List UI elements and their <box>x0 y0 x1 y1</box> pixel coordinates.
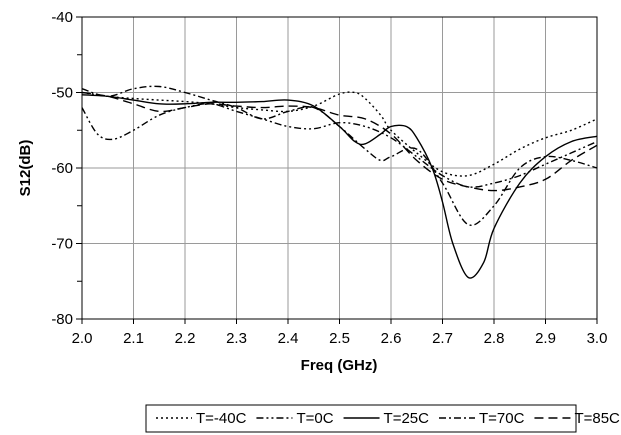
y-axis-title: S12(dB) <box>17 140 34 197</box>
legend: T=-40C T=0C T=25C T=70C T=85C <box>145 404 620 433</box>
y-tick-labels: -40 -50 -60 -70 -80 <box>51 9 73 328</box>
x-tick-label: 2.1 <box>123 330 144 347</box>
legend-label: T=-40C <box>196 410 247 427</box>
x-tick-label: 2.7 <box>432 330 453 347</box>
x-tick-label: 2.8 <box>484 330 505 347</box>
legend-label: T=0C <box>296 410 333 427</box>
series-line-t40c <box>81 91 598 177</box>
x-tick-label: 2.2 <box>175 330 196 347</box>
x-tick-label: 2.0 <box>72 330 93 347</box>
legend-label: T=25C <box>384 410 430 427</box>
y-tick-label: -40 <box>51 9 73 26</box>
series-line-t70c <box>81 85 598 226</box>
series-line-t85c <box>81 91 598 192</box>
series-line-t25c <box>81 94 598 279</box>
x-tick-labels: 2.0 2.1 2.2 2.3 2.4 2.5 2.6 2.7 2.8 2.9 3.0 <box>72 330 608 347</box>
y-tick-label: -60 <box>51 160 73 177</box>
plot-area-border <box>81 16 598 320</box>
series-line-t0c <box>81 103 598 188</box>
minor-ticks <box>76 16 598 324</box>
x-axis-title: Freq (GHz) <box>301 357 378 374</box>
y-tick-label: -50 <box>51 85 73 102</box>
legend-label: T=85C <box>574 410 620 427</box>
x-tick-label: 2.3 <box>226 330 247 347</box>
y-tick-label: -80 <box>51 311 73 328</box>
x-tick-label: 2.4 <box>278 330 299 347</box>
legend-label: T=70C <box>479 410 525 427</box>
series-lines <box>81 85 598 279</box>
x-tick-label: 3.0 <box>587 330 608 347</box>
x-tick-label: 2.5 <box>329 330 350 347</box>
y-tick-label: -70 <box>51 236 73 253</box>
x-tick-label: 2.9 <box>535 330 556 347</box>
x-tick-label: 2.6 <box>381 330 402 347</box>
